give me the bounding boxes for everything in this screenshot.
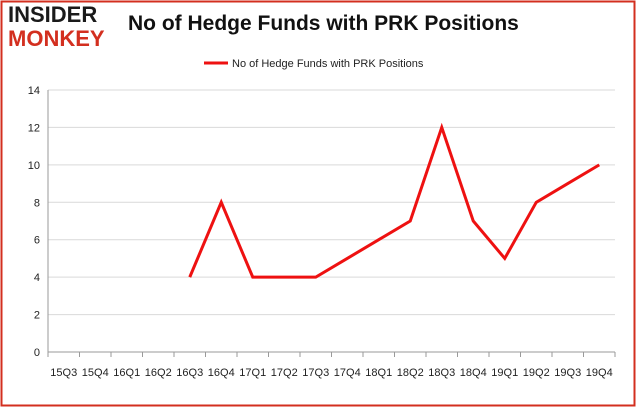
x-tick-label: 17Q3: [302, 367, 329, 379]
y-tick-labels: 0 2 4 6 8 10 12 14: [28, 85, 40, 359]
x-tick-label: 18Q3: [428, 367, 455, 379]
x-tick-labels: 15Q3 15Q4 16Q1 16Q2 16Q3 16Q4 17Q1 17Q2 17Q3 17Q4…: [50, 367, 612, 379]
x-tick-label: 19Q4: [586, 367, 613, 379]
x-tick-label: 15Q4: [82, 367, 109, 379]
axes: [47, 90, 616, 357]
y-tick-label: 0: [34, 347, 40, 359]
x-tick-label: 17Q1: [239, 367, 266, 379]
x-tick-label: 17Q4: [334, 367, 361, 379]
y-tick-label: 6: [34, 235, 40, 247]
x-tick-label: 17Q2: [271, 367, 298, 379]
x-tick-label: 16Q2: [145, 367, 172, 379]
insider-monkey-logo: INSIDER MONKEY: [8, 4, 120, 52]
y-tick-label: 2: [34, 310, 40, 322]
x-tick-label: 18Q4: [460, 367, 487, 379]
series-line: [188, 122, 601, 279]
logo-line-bottom: MONKEY: [8, 26, 105, 51]
x-tick-label: 19Q3: [554, 367, 581, 379]
x-tick-label: 18Q2: [397, 367, 424, 379]
x-tick-label: 16Q1: [113, 367, 140, 379]
x-tick-label: 16Q4: [208, 367, 235, 379]
chart-title: No of Hedge Funds with PRK Positions: [128, 12, 519, 35]
x-tick-label: 15Q3: [50, 367, 77, 379]
legend-label: No of Hedge Funds with PRK Positions: [232, 58, 424, 70]
legend: No of Hedge Funds with PRK Positions: [204, 58, 424, 70]
x-tick-label: 19Q2: [523, 367, 550, 379]
y-tick-label: 4: [34, 272, 40, 284]
x-tick-label: 19Q1: [491, 367, 518, 379]
x-tick-label: 16Q3: [176, 367, 203, 379]
y-tick-label: 10: [28, 160, 40, 172]
y-tick-label: 12: [28, 122, 40, 134]
logo-line-top: INSIDER: [8, 2, 98, 27]
y-tick-label: 8: [34, 197, 40, 209]
x-tick-label: 18Q1: [365, 367, 392, 379]
y-tick-label: 14: [28, 85, 40, 97]
series-layer: [188, 122, 601, 279]
